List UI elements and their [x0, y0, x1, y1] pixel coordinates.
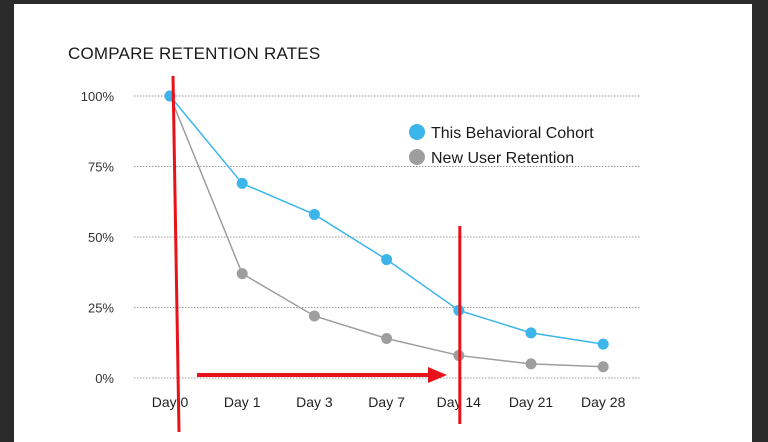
data-point: [525, 358, 537, 370]
legend-marker: [409, 124, 425, 140]
series-layer: [164, 90, 609, 373]
annotation-layer: [171, 75, 462, 433]
data-point: [597, 361, 609, 373]
data-point: [525, 327, 537, 339]
y-axis-ticks: 100% 75% 50% 25% 0%: [81, 89, 115, 386]
grid-layer: [134, 95, 640, 379]
retention-line-chart: 100% 75% 50% 25% 0% Day 0 Day 1 Day 3 Day 7 Day …: [81, 75, 640, 433]
legend-label: New User Retention: [431, 150, 574, 167]
data-point: [381, 254, 393, 266]
x-tick-label: Day 21: [509, 394, 554, 410]
x-axis-ticks: Day 0 Day 1 Day 3 Day 7 Day 14 Day 21 Day 28: [152, 394, 626, 410]
chart-card: COMPARE RETENTION RATES 100% 75% 50% 25% 0% …: [14, 4, 752, 442]
data-point: [597, 338, 609, 350]
x-tick-label: Day 7: [368, 394, 405, 410]
legend: This Behavioral Cohort New User Retention: [409, 124, 594, 167]
data-point: [381, 333, 393, 345]
legend-marker: [409, 149, 425, 165]
legend-label: This Behavioral Cohort: [431, 125, 594, 142]
data-point: [236, 268, 248, 280]
annotation-vertical-line-day0: [171, 75, 181, 433]
x-tick-label: Day 1: [224, 394, 261, 410]
annotation-arrow-head: [428, 367, 447, 383]
data-point: [308, 310, 320, 322]
data-point: [308, 208, 320, 220]
x-tick-label: Day 0: [152, 394, 189, 410]
y-tick-label: 100%: [81, 89, 115, 104]
x-tick-label: Day 3: [296, 394, 333, 410]
chart-title: COMPARE RETENTION RATES: [68, 44, 321, 63]
y-tick-label: 25%: [88, 301, 114, 316]
y-tick-label: 75%: [88, 160, 114, 175]
y-tick-label: 50%: [88, 230, 114, 245]
y-tick-label: 0%: [95, 371, 114, 386]
x-tick-label: Day 28: [581, 394, 626, 410]
data-point: [236, 177, 248, 189]
